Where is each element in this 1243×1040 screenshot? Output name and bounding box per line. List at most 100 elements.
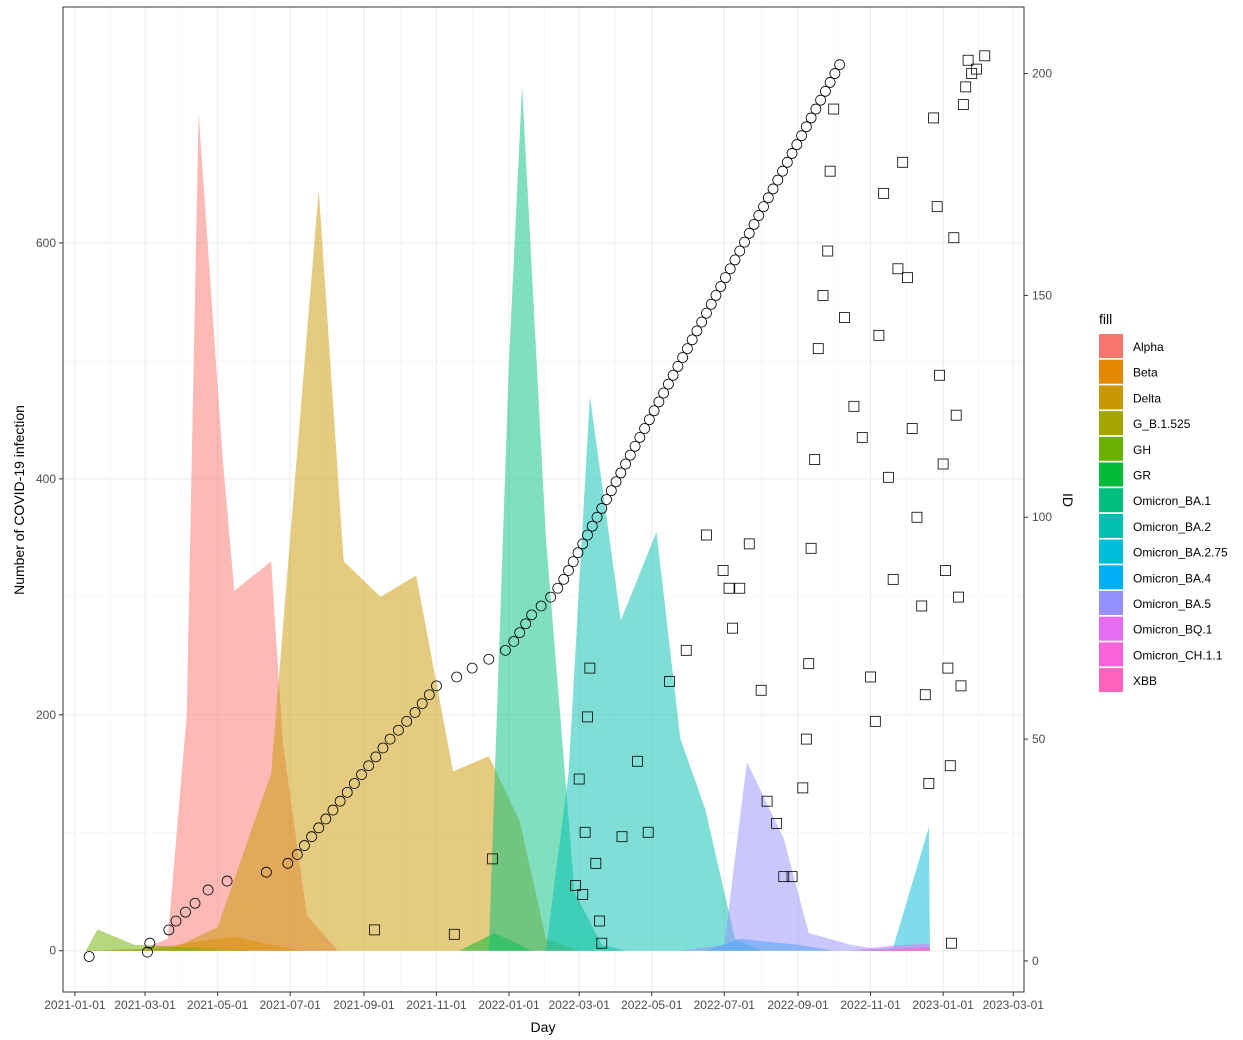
square-marker [979, 50, 991, 62]
circle-marker [483, 653, 495, 665]
square-marker [642, 826, 654, 838]
square-marker [817, 290, 829, 301]
square-marker [962, 54, 974, 66]
axes: 2021-01-01 2021-03-01 2021-05-01 2021-07-01… [36, 67, 1052, 1012]
circle-marker [829, 68, 841, 79]
square-marker [928, 112, 940, 124]
legend-label: GR [1133, 469, 1151, 483]
circle-marker [313, 822, 325, 834]
circle-marker [586, 520, 598, 532]
legend-swatch [1099, 488, 1123, 513]
square-marker [953, 591, 964, 603]
square-marker [902, 272, 913, 284]
square-marker [800, 733, 812, 745]
area-xbb [870, 948, 930, 951]
y-tick-label: 0 [49, 944, 56, 958]
circle-marker [327, 804, 339, 816]
legend-swatch [1099, 513, 1123, 538]
circle-marker [767, 183, 779, 195]
square-marker [579, 826, 591, 838]
circle-marker [572, 547, 584, 559]
circle-marker [392, 724, 404, 736]
circle-marker [610, 476, 622, 488]
square-marker [916, 600, 928, 612]
circle-marker [753, 210, 765, 221]
legend-swatch [1099, 565, 1123, 590]
circle-marker [796, 130, 807, 142]
circle-marker [696, 316, 708, 328]
y2-tick-label: 50 [1032, 732, 1046, 746]
legend-label: Omicron_BA.2 [1133, 520, 1211, 534]
panel-border [62, 6, 1025, 993]
circle-marker [739, 236, 750, 248]
circle-marker [591, 511, 603, 523]
square-marker [809, 454, 821, 465]
square-marker [887, 573, 899, 585]
legend-swatch [1099, 411, 1123, 436]
legend-swatch [1099, 359, 1123, 384]
x-tick-label: 2023-03-01 [983, 998, 1045, 1012]
circle-marker [658, 387, 670, 399]
y2-tick-label: 150 [1032, 288, 1052, 302]
y-axis-title: Number of COVID-19 infection [11, 405, 27, 595]
circle-marker [762, 192, 774, 204]
circle-marker [724, 263, 736, 275]
circle-marker [772, 174, 784, 186]
square-marker [824, 165, 836, 177]
circle-marker [781, 156, 793, 168]
circle-marker [306, 831, 317, 843]
legend-swatch [1099, 591, 1123, 615]
y2-tick-label: 0 [1032, 954, 1039, 968]
circle-marker [743, 227, 755, 239]
y2-tick-label: 100 [1032, 510, 1052, 524]
square-marker [632, 755, 643, 767]
square-marker [937, 458, 949, 470]
y2-axis-title: ID [1060, 493, 1076, 507]
square-marker [911, 511, 923, 523]
square-marker [950, 409, 962, 421]
legend-swatch [1099, 668, 1123, 693]
square-marker [717, 565, 729, 576]
square-marker [960, 81, 972, 93]
circle-marker [686, 334, 698, 346]
square-marker [812, 343, 824, 355]
square-marker [848, 400, 860, 412]
x-tick-label: 2021-03-01 [114, 998, 176, 1012]
circle-marker [567, 556, 579, 568]
circle-marker [596, 502, 608, 514]
circle-marker [791, 139, 803, 150]
circle-marker [334, 795, 346, 807]
square-marker [822, 245, 834, 257]
square-marker [873, 329, 885, 341]
circle-marker [601, 494, 612, 505]
circle-marker [667, 369, 679, 381]
circle-marker [451, 671, 463, 683]
square-marker [897, 156, 909, 168]
x-tick-label: 2021-09-01 [333, 998, 395, 1012]
square-marker [593, 915, 605, 927]
square-marker [486, 853, 498, 865]
circle-marker [356, 769, 367, 780]
circle-marker [643, 414, 655, 426]
square-marker [948, 232, 960, 244]
circle-marker [786, 148, 798, 159]
square-marker [727, 622, 739, 634]
circle-marker [620, 458, 631, 470]
area-omicron-ba-2 [545, 396, 762, 951]
circle-marker [615, 467, 627, 479]
circle-marker [299, 840, 310, 851]
square-marker [955, 680, 967, 692]
legend-label: GH [1133, 443, 1151, 457]
circle-marker [701, 307, 712, 319]
legend-label: Beta [1133, 366, 1158, 380]
circle-marker [710, 290, 722, 301]
area-omicron-ba-1 [488, 86, 627, 951]
square-marker [919, 689, 931, 701]
circle-marker [431, 680, 442, 692]
legend-label: Omicron_BA.1 [1133, 494, 1211, 508]
legend-swatch [1099, 462, 1123, 487]
square-marker [805, 542, 817, 554]
area-delta [167, 189, 580, 951]
square-marker [931, 201, 943, 213]
